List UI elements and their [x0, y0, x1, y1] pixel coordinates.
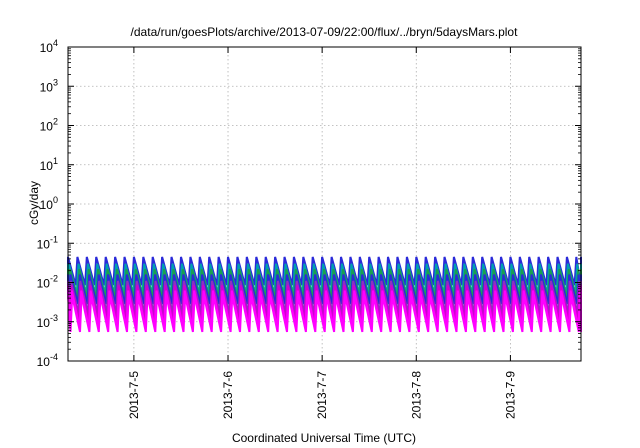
y-tick-label: 10-1: [37, 234, 58, 251]
x-tick-label: 2013-7-7: [315, 371, 329, 419]
x-tick-label: 2013-7-9: [503, 371, 517, 419]
series-line: [67, 295, 582, 333]
y-tick-label: 10-3: [37, 313, 58, 330]
series-group: [67, 256, 582, 333]
plot-frame: [67, 46, 582, 362]
chart-title: /data/run/goesPlots/archive/2013-07-09/2…: [131, 25, 519, 39]
y-tick-label: 10-2: [37, 274, 58, 291]
y-tick-label: 102: [40, 117, 58, 134]
y-tick-label: 100: [40, 195, 58, 212]
x-tick-label: 2013-7-5: [127, 371, 141, 419]
y-axis-label: cGy/day: [27, 181, 41, 225]
y-tick-label: 101: [40, 156, 58, 173]
x-axis-label: Coordinated Universal Time (UTC): [232, 431, 416, 445]
x-tick-label: 2013-7-6: [221, 371, 235, 419]
y-tick-label: 103: [40, 77, 58, 94]
series-line: [67, 274, 582, 305]
y-tick-label: 10-4: [37, 352, 58, 369]
ticks: 10-4 10-3 10-2 10-1 100 101 102 103 104 2013-7-5 2…: [37, 38, 581, 419]
x-tick-label: 2013-7-8: [409, 371, 423, 419]
series-line: [67, 256, 582, 286]
y-tick-label: 104: [40, 38, 58, 55]
